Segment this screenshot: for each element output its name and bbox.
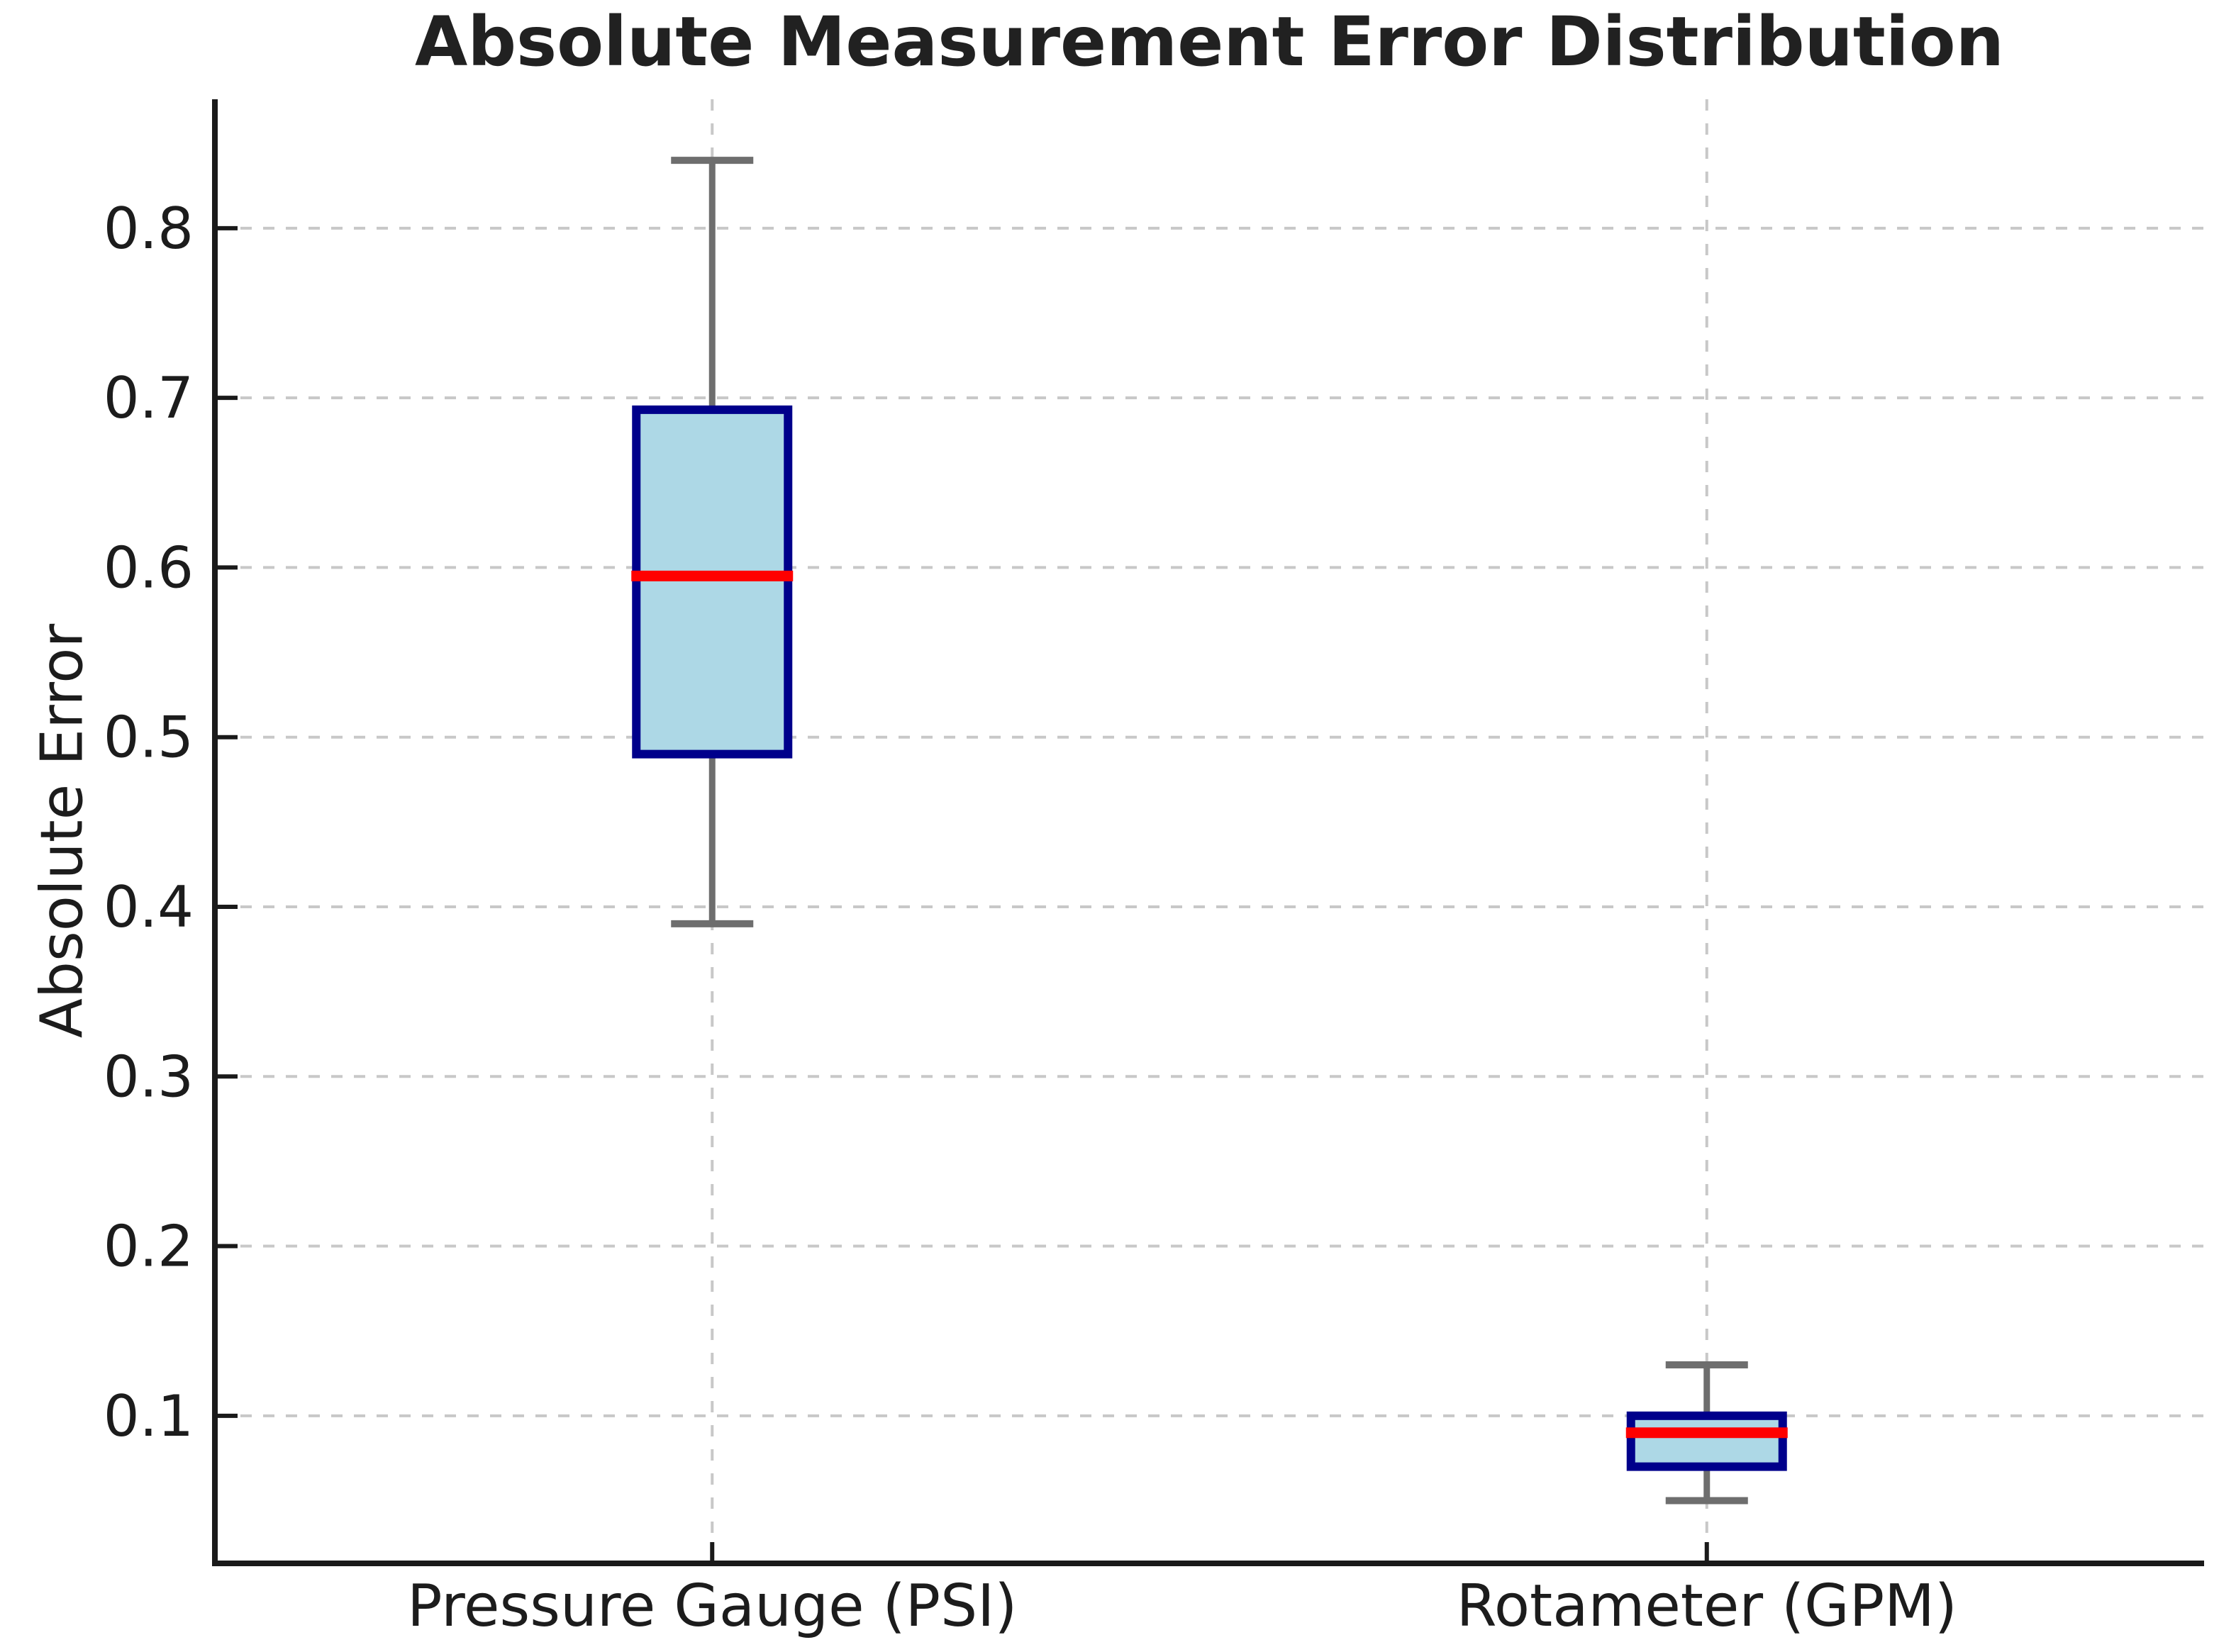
y-tick-label-0.4: 0.4 [104,874,194,940]
y-tick-label-0.1: 0.1 [104,1383,194,1449]
y-tick-label-0.3: 0.3 [104,1044,194,1110]
y-tick-label-0.5: 0.5 [104,705,194,771]
y-tick-label-0.2: 0.2 [104,1214,194,1280]
x-tick-label-1: Pressure Gauge (PSI) [407,1573,1017,1640]
y-tick-label-0.8: 0.8 [104,196,194,262]
x-tick-label-2: Rotameter (GPM) [1457,1573,1957,1640]
box-pressure-gauge-psi [632,405,793,759]
y-tick-label-0.6: 0.6 [104,535,194,601]
chart-title: Absolute Measurement Error Distribution [415,2,2004,82]
box-rotameter-gpm [1626,1411,1787,1471]
y-tick-label-0.7: 0.7 [104,365,194,431]
